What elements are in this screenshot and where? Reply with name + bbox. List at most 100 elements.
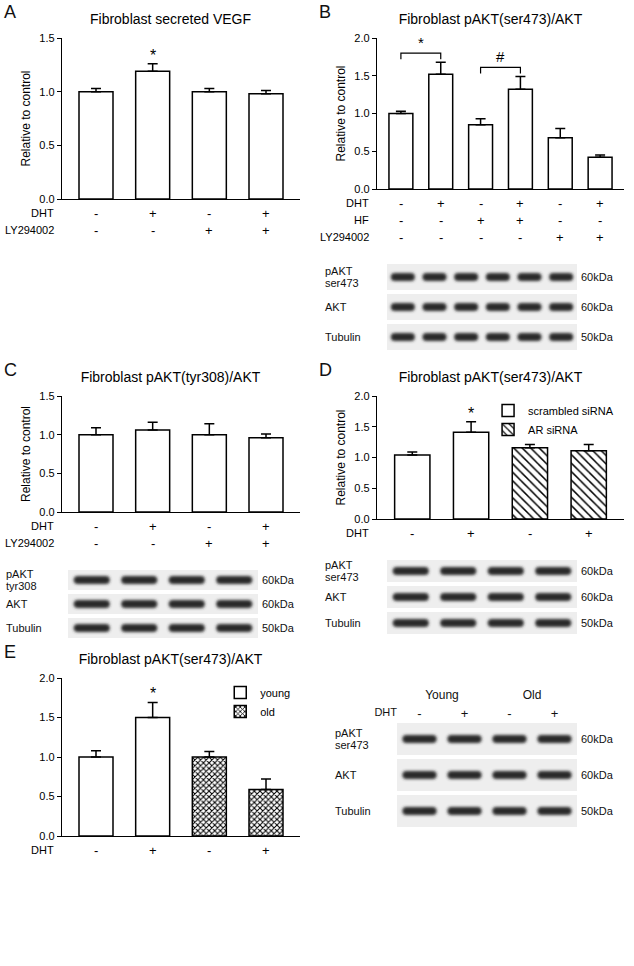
svg-text:-: - [94, 206, 98, 221]
svg-text:Fibroblast pAKT(ser473)/AKT: Fibroblast pAKT(ser473)/AKT [399, 369, 583, 385]
svg-text:-: - [94, 223, 98, 238]
svg-text:+: + [205, 223, 213, 238]
svg-text:+: + [149, 206, 157, 221]
svg-text:-: - [439, 230, 443, 245]
svg-text:0.5: 0.5 [39, 467, 54, 479]
svg-text:DHT: DHT [346, 197, 369, 209]
svg-text:1.5: 1.5 [39, 390, 54, 402]
svg-text:-: - [558, 196, 562, 211]
svg-text:young: young [260, 687, 290, 699]
svg-text:0.5: 0.5 [354, 482, 369, 494]
svg-text:LY294002: LY294002 [5, 224, 54, 236]
svg-text:-: - [207, 206, 211, 221]
svg-text:0.5: 0.5 [39, 139, 54, 151]
svg-text:0.5: 0.5 [354, 145, 369, 157]
svg-text:+: + [596, 230, 604, 245]
svg-text:+: + [477, 213, 485, 228]
svg-text:1.0: 1.0 [39, 86, 54, 98]
html-text:D: D [319, 360, 332, 380]
svg-text:2.0: 2.0 [354, 390, 369, 402]
svg-text:+: + [516, 213, 524, 228]
svg-text:-: - [518, 230, 522, 245]
svg-text:-: - [528, 526, 532, 541]
svg-text:Fibroblast pAKT(ser473)/AKT: Fibroblast pAKT(ser473)/AKT [399, 11, 583, 27]
svg-text:+: + [262, 843, 270, 858]
svg-text:2.0: 2.0 [39, 672, 54, 684]
svg-text:1.5: 1.5 [354, 70, 369, 82]
svg-text:-: - [598, 213, 602, 228]
svg-text:*: * [150, 685, 156, 702]
html-text:pAKT ser473: pAKT ser473 [325, 265, 359, 289]
svg-text:0.0: 0.0 [39, 193, 54, 205]
svg-text:1.0: 1.0 [39, 429, 54, 441]
svg-text:-: - [399, 230, 403, 245]
svg-text:0.0: 0.0 [354, 183, 369, 195]
svg-text:AR siRNA: AR siRNA [528, 424, 578, 436]
html-text:pAKT ser473: pAKT ser473 [335, 727, 369, 751]
svg-text:-: - [399, 213, 403, 228]
svg-text:LY294002: LY294002 [320, 231, 369, 243]
html-text:pAKT ser473: pAKT ser473 [325, 559, 359, 583]
svg-text:DHT: DHT [346, 527, 369, 539]
svg-text:Relative to control: Relative to control [334, 65, 348, 161]
svg-text:+: + [516, 196, 524, 211]
svg-text:-: - [558, 213, 562, 228]
svg-text:-: - [94, 843, 98, 858]
html-text:Young: Young [425, 688, 459, 702]
svg-text:#: # [496, 48, 505, 65]
svg-text:+: + [262, 536, 270, 551]
svg-text:2.0: 2.0 [354, 32, 369, 44]
svg-text:1.5: 1.5 [354, 421, 369, 433]
svg-text:0.0: 0.0 [39, 830, 54, 842]
svg-text:HF: HF [354, 214, 369, 226]
svg-text:Fibroblast pAKT(ser473)/AKT: Fibroblast pAKT(ser473)/AKT [79, 651, 263, 667]
svg-text:-: - [479, 196, 483, 211]
svg-text:-: - [439, 213, 443, 228]
svg-text:Relative to control: Relative to control [334, 409, 348, 505]
svg-text:+: + [556, 230, 564, 245]
svg-text:+: + [262, 519, 270, 534]
svg-text:DHT: DHT [31, 207, 54, 219]
svg-text:1.0: 1.0 [354, 451, 369, 463]
svg-text:-: - [94, 536, 98, 551]
svg-text:-: - [207, 519, 211, 534]
svg-text:-: - [207, 843, 211, 858]
svg-text:+: + [262, 223, 270, 238]
svg-text:0.0: 0.0 [354, 513, 369, 525]
svg-text:+: + [585, 526, 593, 541]
svg-text:-: - [479, 230, 483, 245]
svg-text:DHT: DHT [31, 520, 54, 532]
html-text:Old: Old [522, 688, 542, 702]
svg-text:*: * [418, 34, 424, 51]
svg-text:old: old [260, 706, 275, 718]
svg-text:0.0: 0.0 [39, 506, 54, 518]
svg-text:Relative to control: Relative to control [19, 70, 33, 166]
svg-text:Fibroblast secreted VEGF: Fibroblast secreted VEGF [90, 11, 251, 27]
svg-text:+: + [262, 206, 270, 221]
html-text:pAKT tyr308: pAKT tyr308 [6, 568, 37, 592]
svg-text:*: * [468, 405, 474, 422]
svg-text:1.5: 1.5 [39, 711, 54, 723]
svg-text:Relative to control: Relative to control [19, 406, 33, 502]
svg-text:LY294002: LY294002 [5, 537, 54, 549]
svg-text:+: + [149, 519, 157, 534]
svg-text:+: + [596, 196, 604, 211]
svg-text:DHT: DHT [31, 844, 54, 856]
svg-text:+: + [205, 536, 213, 551]
svg-text:0.5: 0.5 [39, 790, 54, 802]
svg-text:-: - [151, 223, 155, 238]
svg-text:Fibroblast pAKT(tyr308)/AKT: Fibroblast pAKT(tyr308)/AKT [81, 369, 261, 385]
svg-text:+: + [149, 843, 157, 858]
svg-text:*: * [150, 47, 156, 64]
svg-text:+: + [437, 196, 445, 211]
svg-text:+: + [467, 526, 475, 541]
svg-text:-: - [399, 196, 403, 211]
svg-text:1.5: 1.5 [39, 32, 54, 44]
html-text:C: C [4, 360, 17, 380]
svg-text:-: - [94, 519, 98, 534]
svg-text:1.0: 1.0 [39, 751, 54, 763]
svg-text:-: - [410, 526, 414, 541]
svg-text:scrambled siRNA: scrambled siRNA [528, 405, 614, 417]
svg-text:-: - [151, 536, 155, 551]
svg-text:1.0: 1.0 [354, 107, 369, 119]
